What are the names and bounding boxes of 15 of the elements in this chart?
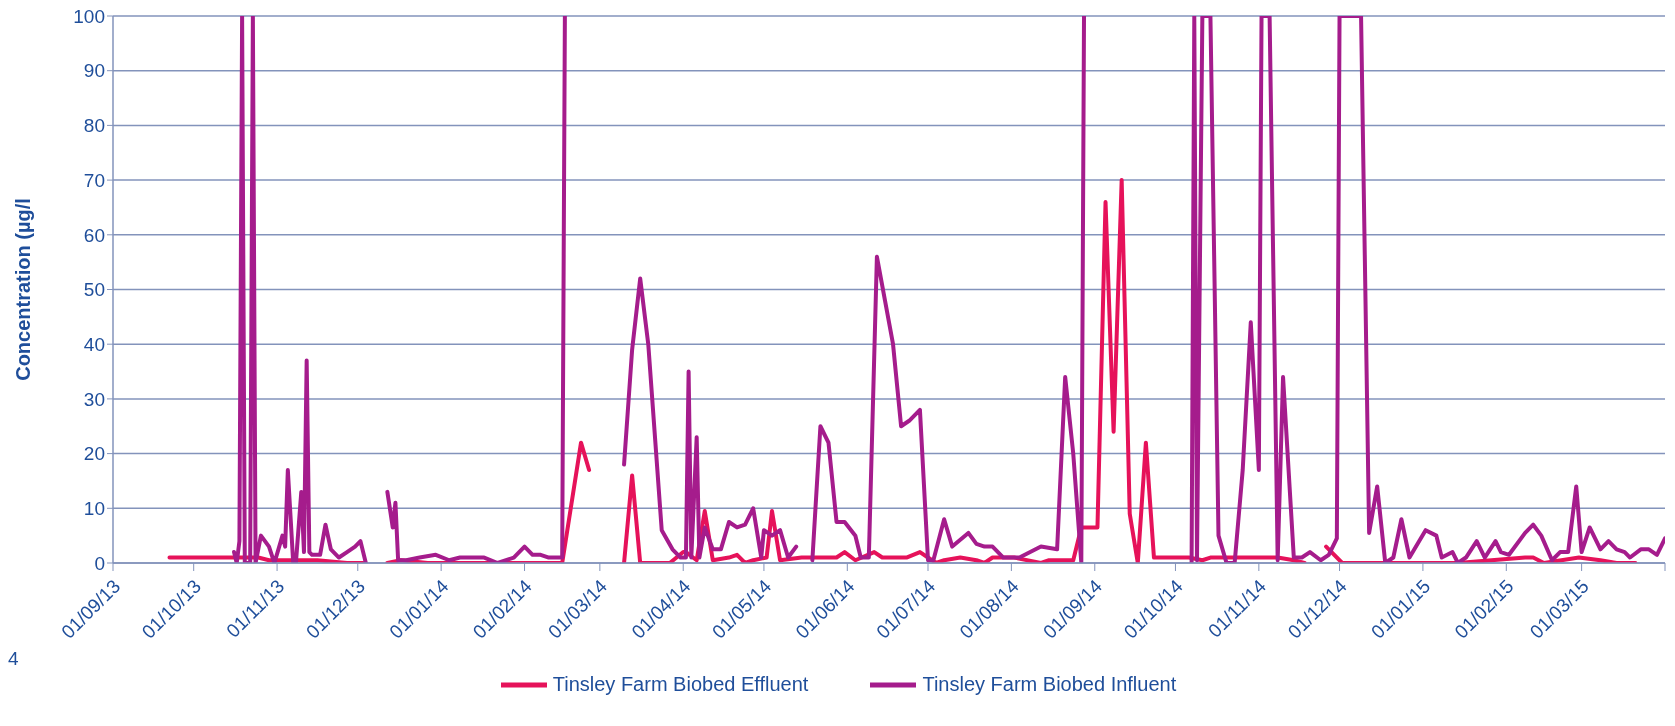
y-tick-label: 100 — [73, 5, 105, 27]
y-tick-label: 30 — [83, 388, 105, 410]
y-tick-label: 80 — [83, 115, 105, 137]
y-tick-label: 90 — [83, 60, 105, 82]
y-tick-label: 60 — [83, 224, 105, 246]
y-tick-label: 10 — [83, 498, 105, 520]
y-tick-label: 0 — [94, 552, 105, 574]
y-tick-label: 50 — [83, 279, 105, 301]
legend-label: Tinsley Farm Biobed Effluent — [552, 673, 809, 696]
y-tick-label: 70 — [83, 169, 105, 191]
legend-label: Tinsley Farm Biobed Influent — [922, 673, 1177, 696]
y-tick-label: 40 — [83, 333, 105, 355]
y-axis-title: Concentration (µg/l — [12, 198, 34, 381]
text: 4 — [8, 648, 19, 670]
y-tick-label: 20 — [83, 443, 105, 465]
